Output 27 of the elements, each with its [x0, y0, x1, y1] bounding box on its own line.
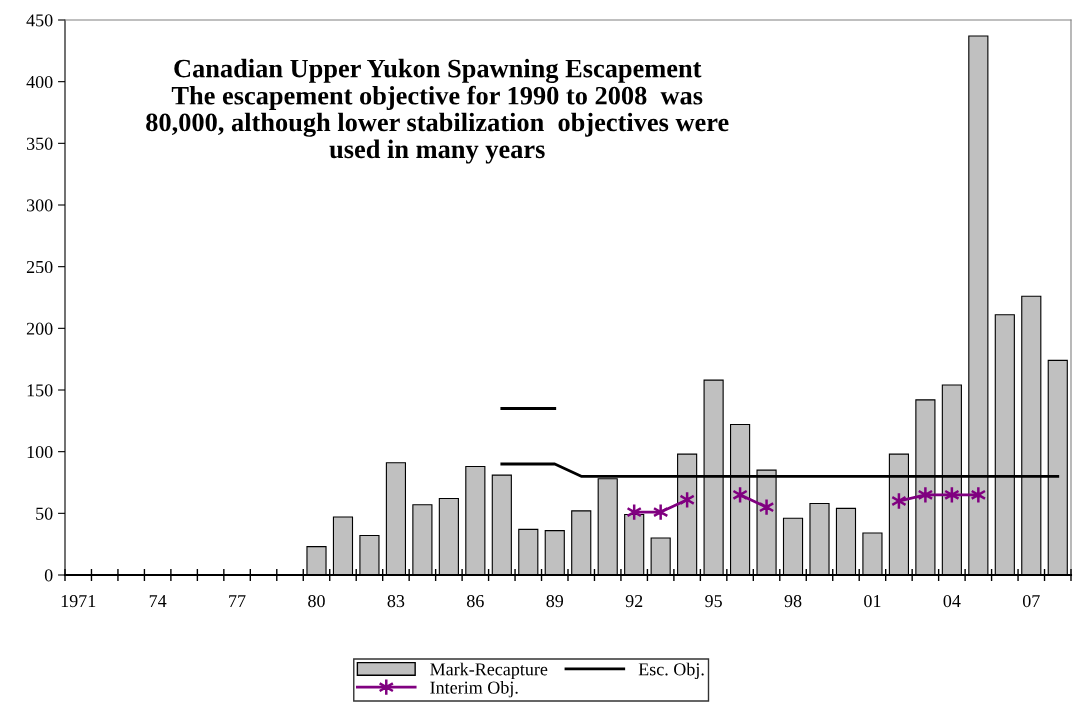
y-tick-label: 400 — [26, 75, 53, 89]
legend-label: Interim Obj. — [430, 680, 518, 698]
y-tick-label: 300 — [26, 199, 53, 212]
y-tick-label: 250 — [26, 260, 53, 274]
x-tick-label: 83 — [387, 594, 405, 608]
x-tick-label: 01 — [864, 594, 881, 608]
y-tick-label: 350 — [26, 137, 53, 150]
y-tick-label: 150 — [27, 384, 53, 397]
legend-label: Esc. Obj. — [638, 662, 704, 680]
legend-label: Mark-Recapture — [430, 662, 548, 680]
x-tick-label: 07 — [1022, 594, 1040, 608]
y-tick-label: 50 — [36, 507, 53, 520]
x-tick-label: 98 — [784, 594, 802, 608]
y-tick-label: 0 — [44, 569, 53, 582]
x-tick-label: 77 — [229, 595, 246, 607]
y-tick-label: 200 — [26, 322, 53, 335]
x-tick-label: 80 — [308, 594, 325, 608]
x-tick-label: 92 — [625, 595, 643, 608]
y-tick-label: 100 — [27, 445, 53, 459]
x-tick-label: 95 — [705, 595, 722, 608]
x-tick-label: 1971 — [61, 595, 96, 608]
x-tick-label: 04 — [943, 594, 961, 608]
x-tick-label: 86 — [467, 594, 484, 608]
y-tick-label: 450 — [26, 14, 53, 27]
text: Canadian Upper Yukon Spawning Escapement The escapement objective for 1990 to 2008 was 80,000, although lower stabilization objectives were used in many years — [146, 58, 729, 164]
x-tick-label: 89 — [546, 594, 564, 608]
x-tick-label: 74 — [149, 595, 167, 607]
